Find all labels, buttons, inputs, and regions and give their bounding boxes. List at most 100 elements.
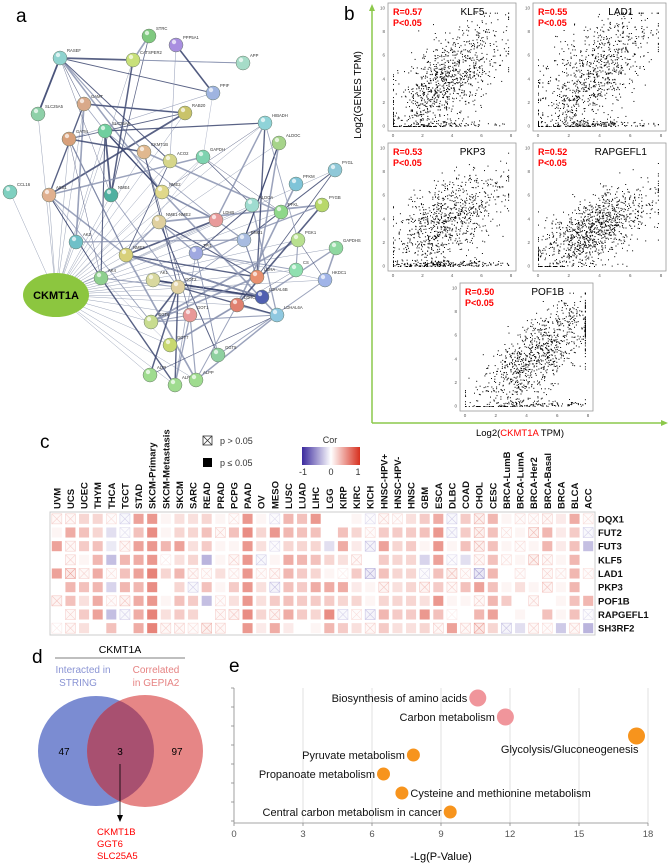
scatter-point <box>582 263 584 265</box>
scatter-point <box>622 32 624 34</box>
scatter-point <box>530 337 531 338</box>
scatter-point <box>577 120 579 122</box>
scatter-point <box>589 266 591 267</box>
scatter-point <box>422 110 424 112</box>
scatter-point <box>449 93 451 95</box>
scatter-point <box>618 24 620 26</box>
scatter-point <box>589 227 591 229</box>
scatter-point <box>422 204 424 206</box>
scatter-point <box>427 265 429 267</box>
scatter-point <box>600 252 602 254</box>
scatter-point <box>444 229 446 231</box>
scatter-point <box>422 57 424 59</box>
scatter-point <box>455 202 457 204</box>
scatter-point <box>616 121 618 123</box>
scatter-point <box>439 64 441 66</box>
scatter-point <box>420 103 422 105</box>
scatter-point <box>448 68 450 70</box>
scatter-point <box>545 343 547 344</box>
scatter-point <box>563 106 565 108</box>
scatter-point <box>592 223 594 225</box>
scatter-point <box>624 87 626 89</box>
scatter-point <box>490 183 492 185</box>
scatter-point <box>563 94 565 96</box>
scatter-point <box>625 115 627 117</box>
scatter-point <box>599 222 601 224</box>
scatter-point <box>593 85 594 87</box>
scatter-point <box>561 265 563 267</box>
scatter-point <box>590 71 591 73</box>
scatter-point <box>591 231 593 233</box>
scatter-point <box>471 60 473 61</box>
scatter-point <box>604 79 606 81</box>
scatter-point <box>606 229 608 231</box>
scatter-point <box>607 114 609 116</box>
scatter-point <box>417 250 419 252</box>
network-node: TPI1 <box>188 243 213 261</box>
x-tick-label: 8 <box>510 273 513 278</box>
scatter-point <box>445 32 446 34</box>
scatter-point <box>621 12 623 14</box>
scatter-point <box>424 256 426 258</box>
scatter-point <box>420 227 422 229</box>
scatter-point <box>536 347 538 349</box>
scatter-point <box>440 125 442 127</box>
scatter-point <box>624 240 626 242</box>
scatter-point <box>591 109 593 111</box>
scatter-point <box>596 123 598 125</box>
scatter-point <box>482 72 484 73</box>
scatter-point <box>436 76 438 78</box>
scatter-point <box>599 212 601 214</box>
scatter-point <box>452 263 454 265</box>
scatter-point <box>572 49 574 51</box>
scatter-point <box>459 77 461 79</box>
scatter-point <box>567 74 569 76</box>
scatter-point <box>592 240 593 242</box>
scatter-point <box>600 71 602 73</box>
scatter-point <box>451 208 453 210</box>
scatter-point <box>393 97 394 99</box>
scatter-point <box>568 214 570 216</box>
scatter-point <box>550 354 552 356</box>
scatter-point <box>621 23 623 25</box>
scatter-point <box>569 89 571 91</box>
scatter-point <box>577 124 579 126</box>
scatter-point <box>617 225 618 227</box>
scatter-point <box>410 110 412 112</box>
scatter-point <box>596 242 597 244</box>
scatter-point <box>508 180 510 182</box>
scatter-point <box>517 343 519 345</box>
scatter-point <box>615 71 617 73</box>
scatter-point <box>615 96 617 98</box>
scatter-point <box>599 105 601 107</box>
scatter-point <box>508 194 510 196</box>
scatter-point <box>610 229 612 231</box>
scatter-point <box>398 264 400 265</box>
scatter-point <box>454 216 456 218</box>
scatter-point <box>566 256 568 258</box>
scatter-point <box>594 42 596 44</box>
scatter-point <box>608 205 610 207</box>
scatter-point <box>622 47 624 49</box>
scatter-point <box>419 226 421 228</box>
scatter-point <box>459 230 461 232</box>
panel-letter-c: c <box>40 432 50 453</box>
node-highlight <box>317 199 323 205</box>
scatter-point <box>569 229 571 230</box>
scatter-point <box>593 93 595 95</box>
scatter-point <box>440 232 442 234</box>
scatter-point <box>436 263 438 265</box>
scatter-point <box>433 224 435 226</box>
scatter-point <box>582 251 583 253</box>
scatter-point <box>469 211 471 213</box>
scatter-point <box>554 260 556 262</box>
scatter-point <box>481 40 483 42</box>
scatter-point <box>601 85 603 87</box>
scatter-point <box>581 123 583 125</box>
scatter-point <box>591 263 593 264</box>
scatter-point <box>550 243 552 245</box>
scatter-point <box>558 124 559 126</box>
scatter-point <box>412 95 414 97</box>
scatter-point <box>565 126 567 127</box>
scatter-point <box>590 87 592 89</box>
